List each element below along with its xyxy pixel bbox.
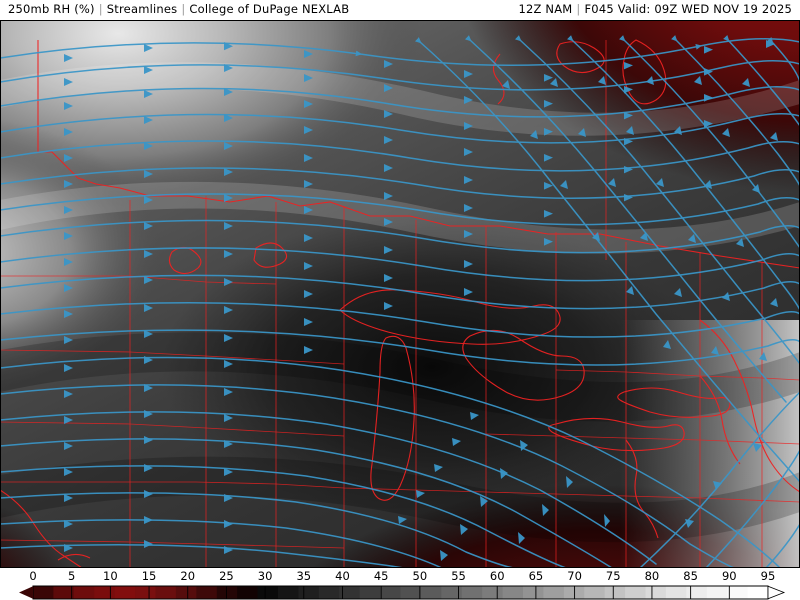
colorbar-cell (94, 586, 116, 599)
header-separator-1: | (98, 2, 103, 16)
colorbar-cell (727, 586, 748, 599)
colorbar-tick-45: 45 (373, 569, 389, 583)
colorbar-legend: 0 5 10 15 20 25 30 35 40 45 50 55 60 65 70 75 80 85 90 95 (0, 568, 800, 600)
colorbar-cell (175, 586, 197, 599)
colorbar-cell (33, 586, 54, 599)
colorbar-cell (604, 586, 626, 599)
colorbar-cell (257, 586, 279, 599)
streamline-arrowheads (64, 40, 778, 561)
colorbar-tick-0: 0 (29, 569, 37, 583)
colorbar-cell (502, 586, 524, 599)
colorbar-high-extend-arrow (767, 585, 786, 600)
colorbar-low-extend-arrow (19, 586, 33, 599)
colorbar-cell (339, 586, 361, 599)
colorbar-tick-70: 70 (567, 569, 582, 583)
colorbar-tick-50: 50 (412, 569, 428, 583)
streamlines-layer (0, 34, 800, 568)
header-valid-time: F045 Valid: 09Z WED NOV 19 2025 (584, 2, 792, 16)
colorbar-cell (155, 586, 177, 599)
header-level-field: 250mb RH (%) (8, 2, 95, 16)
colorbar-tick-25: 25 (219, 569, 234, 583)
colorbar-cell (747, 586, 769, 599)
colorbar-tick-55: 55 (451, 569, 466, 583)
colorbar-cell (645, 586, 667, 599)
header-model-run: 12Z NAM (518, 2, 573, 16)
colorbar-cell (114, 586, 136, 599)
colorbar-tick-15: 15 (141, 569, 157, 583)
colorbar-cell (298, 586, 320, 599)
header-separator-2: | (181, 2, 186, 16)
colorbar-tick-40: 40 (335, 569, 350, 583)
colorbar-cell (665, 586, 687, 599)
colorbar-tick-80: 80 (644, 569, 660, 583)
colorbar-tick-30: 30 (257, 569, 273, 583)
colorbar-tick-60: 60 (489, 569, 505, 583)
colorbar-cell (278, 586, 299, 599)
map-svg (0, 20, 800, 568)
colorbar-cell (216, 586, 238, 599)
rh-field-layer (0, 20, 800, 568)
colorbar-cell (686, 586, 708, 599)
colorbar-cell (706, 586, 728, 599)
colorbar-swatches (19, 585, 786, 600)
map-header-bar: 250mb RH (%) | Streamlines | College of DuPa… (0, 0, 800, 20)
header-separator-r1: | (576, 2, 581, 16)
colorbar-cell (380, 586, 401, 599)
header-right-title: 12Z NAM | F045 Valid: 09Z WED NOV 19 2025 (518, 2, 792, 16)
colorbar-tick-20: 20 (180, 569, 196, 583)
colorbar-cell (441, 586, 463, 599)
colorbar-cell (53, 586, 75, 599)
colorbar-cell (523, 586, 544, 599)
colorbar-tick-75: 75 (605, 569, 621, 583)
colorbar-cell (318, 586, 340, 599)
colorbar-tick-labels: 0 5 10 15 20 25 30 35 40 45 50 55 60 65 70 75 80 85 90 95 (0, 568, 800, 585)
colorbar-tick-10: 10 (103, 569, 118, 583)
colorbar-cell (196, 586, 218, 599)
colorbar-cell (73, 586, 95, 599)
colorbar-cell (461, 586, 483, 599)
header-left-title: 250mb RH (%) | Streamlines | College of DuPa… (8, 2, 349, 16)
colorbar-cell (359, 586, 381, 599)
header-overlay-label: Streamlines (106, 2, 178, 16)
colorbar-cell (625, 586, 646, 599)
weather-map-canvas[interactable] (0, 20, 800, 568)
colorbar-cell (543, 586, 565, 599)
colorbar-cell (135, 586, 156, 599)
colorbar-tick-90: 90 (721, 569, 737, 583)
colorbar-tick-65: 65 (528, 569, 544, 583)
colorbar-cell (482, 586, 503, 599)
colorbar-tick-35: 35 (296, 569, 312, 583)
colorbar-tick-5: 5 (68, 569, 76, 583)
colorbar-tick-95: 95 (760, 569, 776, 583)
colorbar-tick-85: 85 (683, 569, 698, 583)
colorbar-cell (584, 586, 606, 599)
colorbar-cell (237, 586, 258, 599)
colorbar-cell (400, 586, 422, 599)
header-source-label: College of DuPage NEXLAB (189, 2, 350, 16)
colorbar-cell (420, 586, 442, 599)
